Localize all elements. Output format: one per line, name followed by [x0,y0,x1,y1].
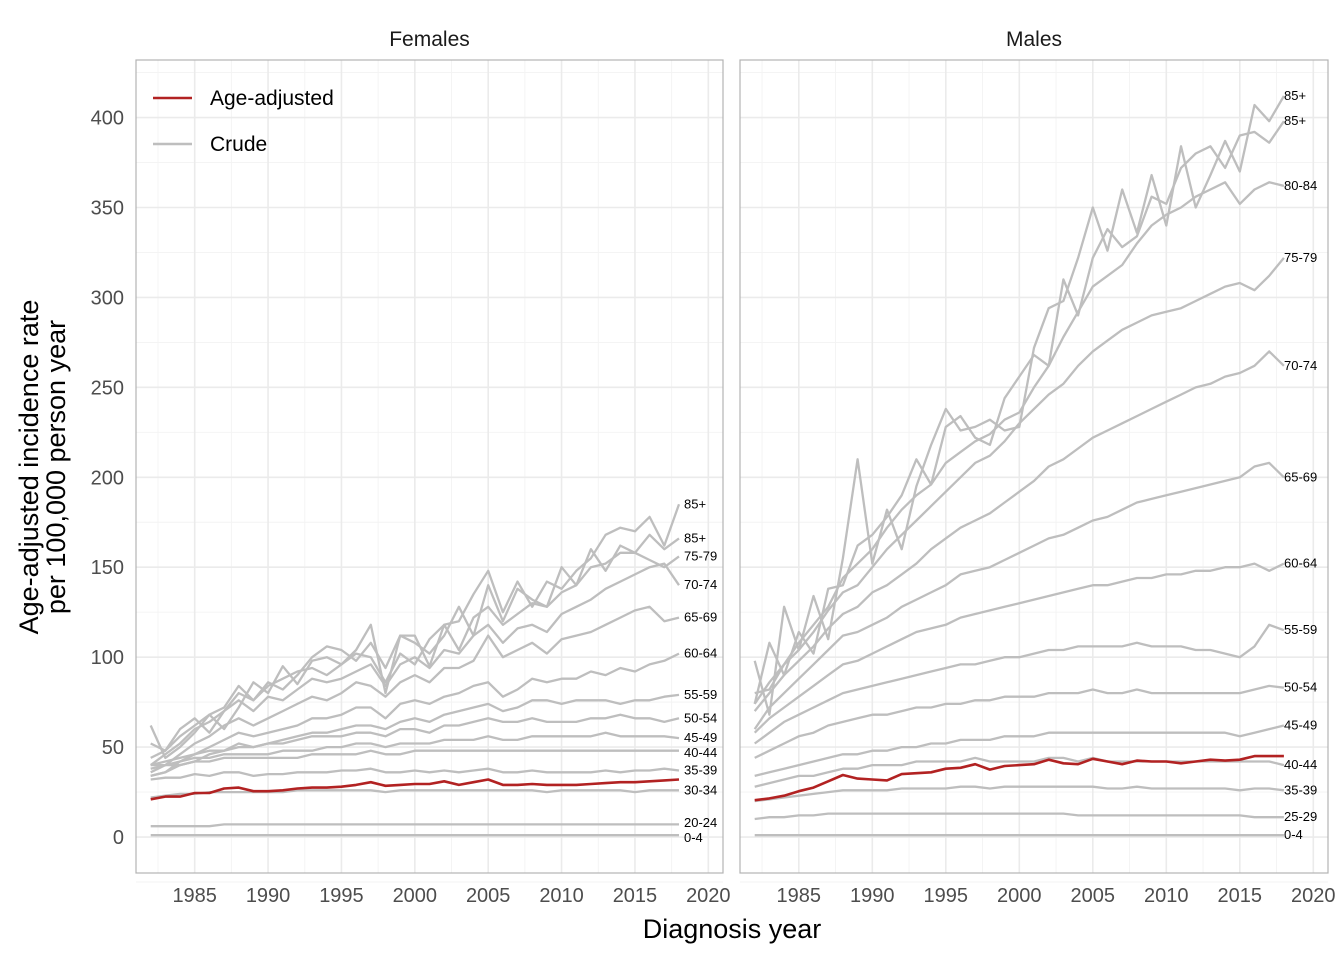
crude-line-65-69 [753,461,1285,730]
y-tick-label: 350 [91,197,124,219]
crude-line-85+ [150,533,680,752]
crude-line-85+ [149,503,681,760]
series-end-label: 70-74 [1284,358,1317,373]
crude-line-35-39 [754,785,1285,803]
crude-line-70-74 [753,350,1285,712]
x-axis-title: Diagnosis year [643,914,822,944]
crude-line-85+ [753,95,1285,716]
crude-line-70-74 [150,562,680,767]
panel-border [739,59,1329,874]
x-tick-label: 2015 [1218,885,1263,907]
series-end-label: 85+ [684,496,706,511]
x-tick-label: 2015 [613,885,658,907]
series-end-label: 75-79 [1284,250,1317,265]
crude-line-20-24 [150,823,679,828]
panel-title: Females [389,28,470,51]
legend: Age-adjusted Crude [153,87,334,156]
panel-border [135,59,724,874]
y-tick-label: 100 [91,647,124,669]
panels-layer: 85+ 85+ 75-79 70-74 65-69 60-64 55-59 50-54 45-4… [91,28,1336,907]
crude-line-85+ [753,120,1285,705]
series-end-label: 35-39 [1284,782,1317,797]
y-tick-label: 300 [91,287,124,309]
crude-line-65-69 [150,605,680,774]
x-tick-label: 2020 [1291,885,1336,907]
crude-line-50-54 [150,713,680,767]
series-end-label: 85+ [1284,113,1306,128]
series-end-label: 50-54 [684,710,717,725]
x-tick-label: 1990 [850,885,895,907]
crude-line-55-59 [150,693,680,778]
series-end-label: 85+ [684,530,706,545]
panel-females: 85+ 85+ 75-79 70-74 65-69 60-64 55-59 50-54 45-4… [91,28,731,907]
crude-line-25-29 [754,812,1284,821]
crude-line-75-79 [753,257,1285,705]
series-end-label: 50-54 [1284,680,1317,695]
series-end-label: 60-64 [1284,556,1317,571]
x-tick-label: 1995 [319,885,364,907]
series-end-label: 20-24 [684,815,717,830]
crude-line-75-79 [150,551,680,759]
y-tick-label: 50 [102,737,124,759]
series-end-label: 85+ [1284,88,1306,103]
y-axis-title-line-1: Age-adjusted incidence rate [14,300,44,635]
series-end-label: 45-49 [1284,718,1317,733]
series-end-label: 0-4 [684,830,703,845]
crude-line-45-49 [754,724,1285,778]
x-tick-label: 1985 [172,885,217,907]
legend-label-crude: Crude [210,133,267,156]
y-axis-title-line-2: per 100,000 person year [41,320,71,614]
series-end-label: 40-44 [684,745,717,760]
crude-line-80-84 [754,181,1285,695]
x-tick-label: 1985 [777,885,822,907]
x-tick-label: 2000 [393,885,438,907]
series-end-label: 55-59 [1284,622,1317,637]
series-end-label: 60-64 [684,646,717,661]
x-tick-label: 2010 [539,885,584,907]
x-tick-label: 2005 [1071,885,1116,907]
series-end-label: 65-69 [1284,469,1317,484]
crude-line-55-59 [754,623,1285,745]
series-end-label: 0-4 [1284,827,1303,842]
y-tick-label: 400 [91,108,124,130]
crude-line-60-64 [753,562,1285,734]
series-end-label: 25-29 [1284,809,1317,824]
crude-line-50-54 [754,684,1285,759]
crude-line-60-64 [150,652,680,778]
series-end-label: 35-39 [684,762,717,777]
panel-males: 85+ 85+ 80-84 75-79 70-74 65-69 60-64 55-59 50-5… [739,28,1336,907]
x-tick-label: 2020 [686,885,731,907]
y-tick-label: 250 [91,377,124,399]
x-tick-label: 1990 [246,885,291,907]
crude-line-40-44 [150,749,679,767]
series-end-label: 45-49 [684,730,717,745]
series-end-label: 80-84 [1284,178,1317,193]
crude-line-35-39 [150,767,680,781]
age-adjusted-line [150,778,680,801]
series-end-label: 30-34 [684,782,717,797]
series-end-label: 55-59 [684,687,717,702]
series-end-label: 75-79 [684,548,717,563]
x-tick-label: 2000 [997,885,1042,907]
y-tick-label: 150 [91,557,124,579]
y-tick-label: 0 [113,827,124,849]
crude-line-45-49 [150,731,680,770]
series-end-label: 70-74 [684,577,717,592]
panel-title: Males [1006,28,1062,51]
age-adjusted-line [754,754,1284,802]
series-end-label: 65-69 [684,610,717,625]
x-tick-label: 1995 [924,885,969,907]
series-end-label: 40-44 [1284,757,1317,772]
x-tick-label: 2010 [1144,885,1189,907]
x-tick-label: 2005 [466,885,511,907]
y-tick-label: 200 [91,467,124,489]
crude-line-30-34 [150,789,679,799]
legend-label-age-adjusted: Age-adjusted [210,87,334,110]
